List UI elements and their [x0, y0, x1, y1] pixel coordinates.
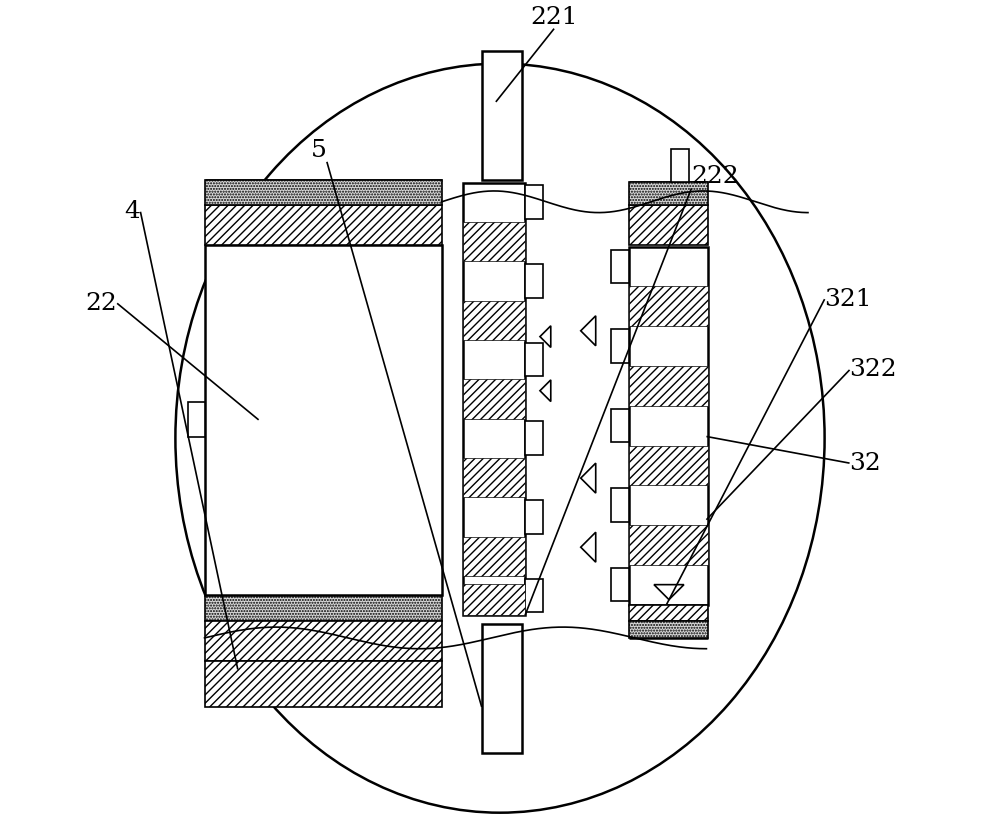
Polygon shape	[581, 316, 596, 346]
Bar	[463, 301, 525, 340]
Bar	[482, 51, 522, 180]
Bar	[525, 264, 543, 298]
Bar	[629, 446, 708, 486]
Bar	[611, 329, 629, 363]
Bar	[671, 149, 689, 181]
Bar	[463, 537, 525, 576]
Ellipse shape	[175, 64, 825, 813]
Bar	[463, 458, 525, 497]
Text: 4: 4	[125, 201, 140, 223]
Bar	[188, 402, 205, 437]
Bar	[611, 568, 629, 601]
Bar	[205, 621, 442, 661]
Bar	[482, 624, 522, 752]
Bar	[525, 579, 543, 612]
Bar	[629, 287, 708, 326]
Bar	[205, 205, 442, 245]
Text: 322: 322	[850, 359, 897, 381]
Bar	[463, 380, 525, 419]
Bar	[463, 222, 525, 262]
Bar	[629, 525, 708, 565]
Bar	[205, 245, 442, 594]
Bar	[611, 409, 629, 442]
Bar	[525, 500, 543, 533]
Bar	[629, 621, 708, 638]
Bar	[629, 604, 708, 621]
Polygon shape	[540, 326, 551, 348]
Text: 221: 221	[530, 6, 578, 28]
Bar	[629, 366, 708, 405]
Text: 321: 321	[825, 288, 872, 311]
Bar	[525, 186, 543, 219]
Bar	[463, 182, 525, 615]
Bar	[525, 343, 543, 376]
Bar	[611, 488, 629, 522]
Text: 222: 222	[691, 166, 739, 188]
Bar	[629, 181, 708, 205]
Polygon shape	[540, 380, 551, 401]
Bar	[205, 596, 442, 621]
Text: 5: 5	[311, 139, 327, 162]
Polygon shape	[581, 463, 596, 493]
Bar	[629, 205, 708, 245]
Bar	[525, 421, 543, 455]
Text: 22: 22	[85, 292, 117, 315]
Bar	[205, 661, 442, 707]
Bar	[611, 249, 629, 283]
Bar	[205, 180, 442, 205]
Polygon shape	[581, 533, 596, 562]
Bar	[629, 247, 708, 604]
Polygon shape	[654, 584, 684, 599]
Bar	[463, 584, 525, 615]
Text: 32: 32	[850, 451, 881, 475]
